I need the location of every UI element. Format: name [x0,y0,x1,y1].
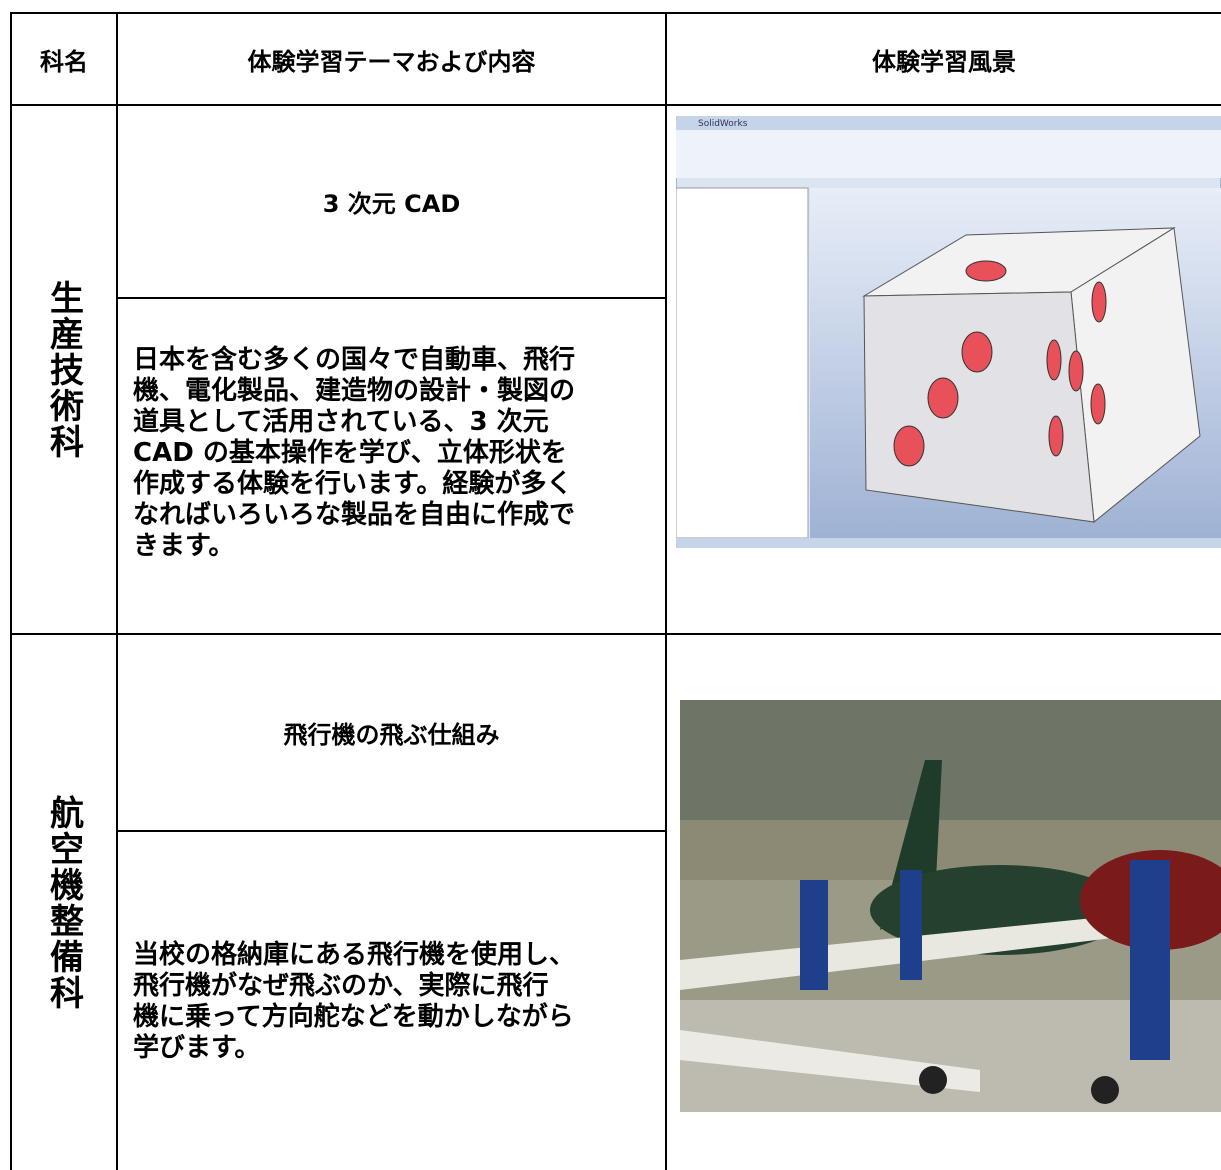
description-line: 機に乗って方向舵などを動かしながら [133,1002,574,1032]
description-line: 飛行機がなぜ飛ぶのか、実際に飛行 [133,971,549,1001]
rule [10,633,1221,635]
description-line: 道具として活用されている、3 次元 [133,407,549,437]
description-line: 日本を含む多くの国々で自動車、飛行 [133,345,576,375]
department: 航空機整備科 [43,794,84,1011]
department: 生産技術科 [43,279,84,460]
rule [10,12,1221,14]
rule [10,104,1221,106]
description-line: 作成する体験を行います。経験が多く [133,469,573,499]
theme: 飛行機の飛ぶ仕組み [283,721,500,749]
description-line: 学びます。 [133,1033,261,1063]
rule [10,12,12,1170]
description-line: なればいろいろな製品を自由に作成で [133,500,576,530]
cad-screenshot: SolidWorks [676,116,1221,548]
header-cell: 体験学習風景 [872,47,1016,76]
description-line: CAD の基本操作を学び、立体形状を [133,438,567,468]
description-line: 当校の格納庫にある飛行機を使用し、 [133,940,576,970]
header-cell: 科名 [40,47,88,76]
description: 日本を含む多くの国々で自動車、飛行 機、電化製品、建造物の設計・製図の 道具として活… [133,345,663,562]
rule [117,297,666,299]
header-cell: 体験学習テーマおよび内容 [247,47,536,76]
hangar-photo [680,700,1221,1112]
app-title: SolidWorks [698,119,748,129]
rule [665,12,667,1170]
theme: 3 次元 CAD [322,190,461,218]
description: 当校の格納庫にある飛行機を使用し、 飛行機がなぜ飛ぶのか、実際に飛行 機に乗って方向… [133,940,663,1064]
description-line: きます。 [133,531,235,561]
rule [117,830,666,832]
description-line: 機、電化製品、建造物の設計・製図の [133,376,576,406]
rule [116,12,118,1170]
